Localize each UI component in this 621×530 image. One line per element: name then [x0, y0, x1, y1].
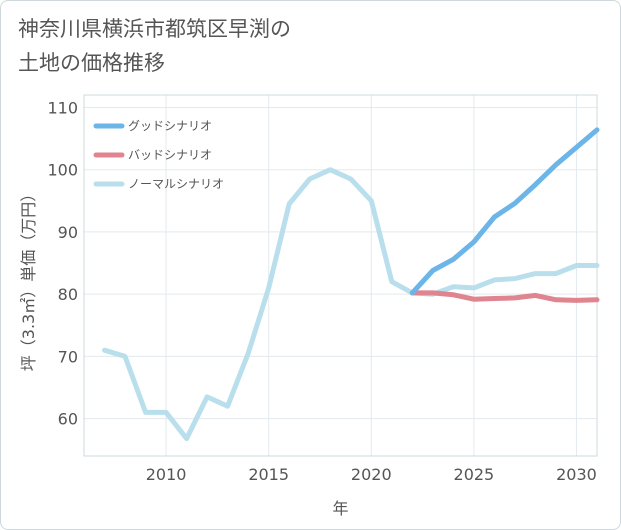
- chart-title-line1: 神奈川県横浜市都筑区早渕の: [18, 17, 291, 41]
- x-tick-label: 2025: [454, 465, 495, 484]
- y-tick-label: 70: [58, 347, 78, 366]
- y-tick-label: 110: [47, 98, 78, 117]
- y-tick-label: 80: [58, 285, 78, 304]
- series-lines: [102, 127, 600, 442]
- series-line-0: [409, 127, 600, 296]
- legend-label: ノーマルシナリオ: [128, 177, 224, 191]
- y-tick-label: 90: [58, 223, 78, 242]
- x-axis-ticks: 2010 2015 2020 2025 2030: [146, 465, 597, 484]
- grid-lines: [84, 95, 597, 456]
- series-line-2: [102, 167, 600, 442]
- x-tick-label: 2020: [351, 465, 392, 484]
- series-line-1: [409, 290, 600, 303]
- y-axis-ticks: 60 70 80 90 100 110: [47, 98, 78, 428]
- x-tick-label: 2015: [248, 465, 289, 484]
- x-axis-label: 年: [332, 499, 348, 518]
- y-tick-label: 60: [58, 410, 78, 429]
- legend-label: バッドシナリオ: [128, 148, 212, 162]
- x-tick-label: 2010: [146, 465, 187, 484]
- y-tick-label: 100: [47, 161, 78, 180]
- y-axis-label: 坪（3.3㎡）単価（万円）: [19, 186, 38, 371]
- chart-title-line2: 土地の価格推移: [18, 51, 165, 75]
- legend-label: グッドシナリオ: [128, 119, 212, 133]
- plot-area-border: [83, 94, 598, 457]
- x-tick-label: 2030: [556, 465, 597, 484]
- chart-title: 神奈川県横浜市都筑区早渕の 土地の価格推移: [18, 12, 291, 80]
